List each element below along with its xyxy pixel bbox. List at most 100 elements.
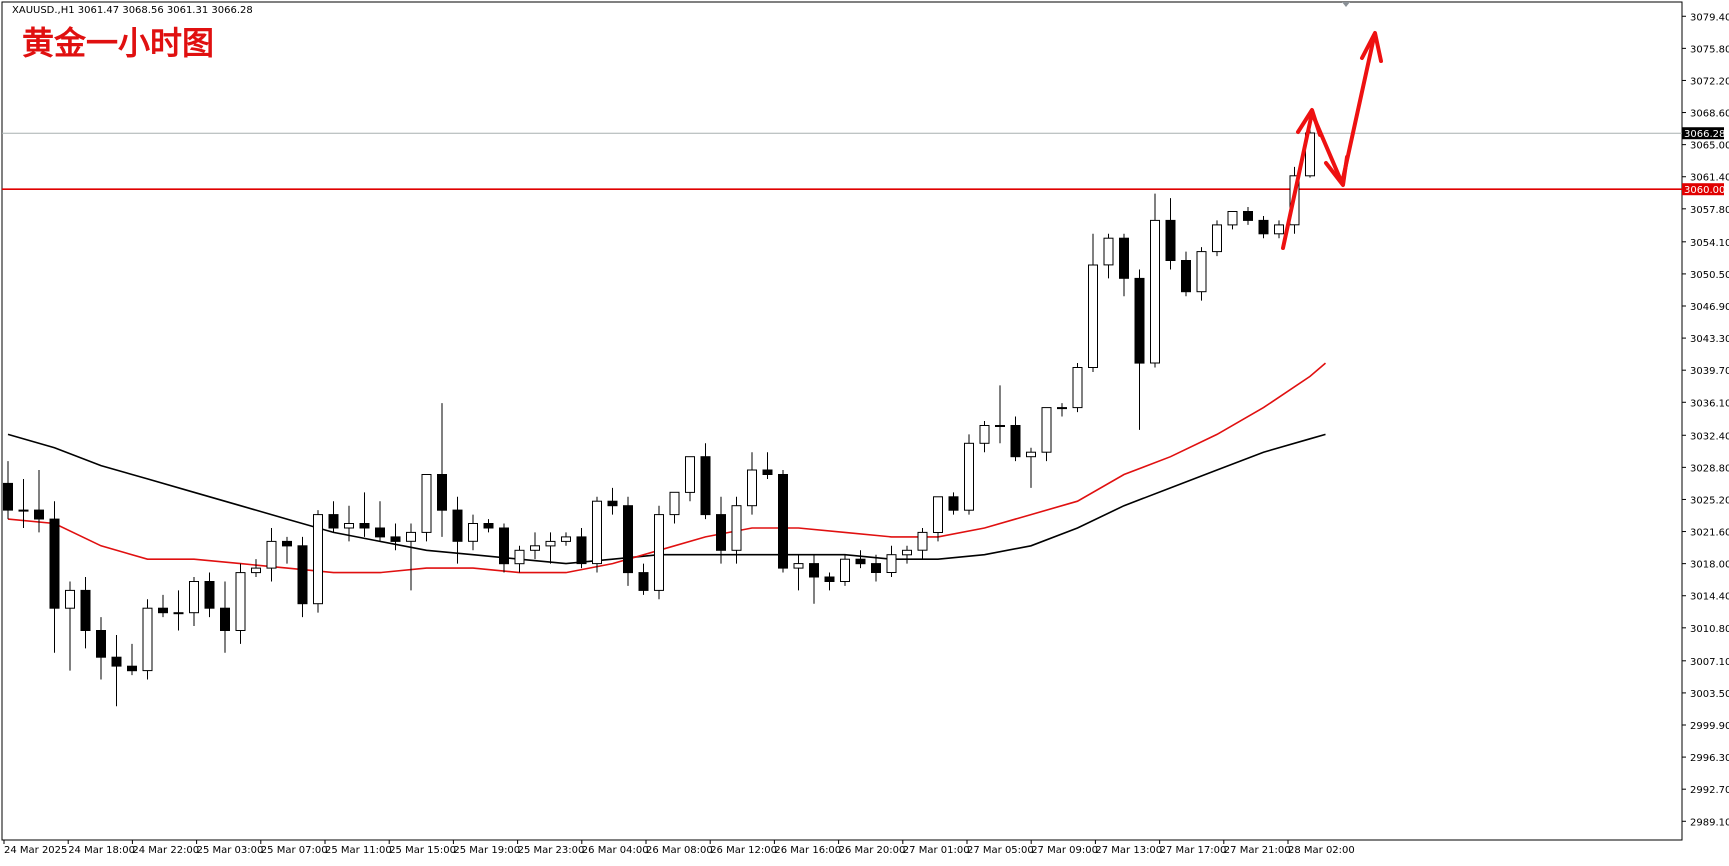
y-tick-label: 3036.10: [1690, 398, 1729, 409]
annotation-arrows: [1281, 31, 1383, 250]
candle-body: [452, 509, 463, 542]
x-tick-label: 27 Mar 21:00: [1224, 845, 1291, 856]
candle-body: [1227, 211, 1238, 226]
candles: [3, 113, 1315, 707]
candle: [96, 617, 106, 680]
candle: [917, 527, 928, 560]
candle-body: [607, 500, 618, 507]
candle-body: [1041, 407, 1052, 453]
candle-body: [220, 607, 230, 632]
candle: [452, 496, 463, 564]
candle-body: [933, 496, 943, 533]
candle: [328, 501, 339, 533]
candle-body: [514, 549, 525, 565]
candle-body: [917, 531, 928, 551]
y-tick-label: 3010.80: [1690, 624, 1729, 635]
svg-text:3066.28: 3066.28: [1684, 129, 1725, 140]
candle-body: [685, 456, 695, 493]
candle-body: [592, 500, 602, 565]
candle-body: [638, 572, 649, 591]
candle-body: [1243, 211, 1253, 221]
candle: [1103, 233, 1114, 279]
candle: [359, 492, 370, 537]
candle: [762, 452, 773, 479]
shift-marker-icon[interactable]: [1342, 2, 1350, 7]
candle: [855, 550, 866, 569]
candle-body: [18, 509, 29, 512]
candle-body: [995, 425, 1005, 427]
candle-body: [313, 514, 323, 605]
candle-body: [886, 554, 897, 574]
y-tick-label: 3014.40: [1690, 592, 1729, 603]
candle: [297, 536, 308, 618]
candle-body: [964, 442, 974, 511]
y-tick-label: 3007.10: [1690, 657, 1729, 668]
y-tick-label: 3072.20: [1690, 76, 1729, 87]
y-tick-label: 3028.80: [1690, 463, 1729, 474]
candle-body: [1305, 132, 1315, 177]
candle: [948, 492, 959, 515]
candle: [995, 385, 1005, 444]
candle-body: [173, 612, 184, 615]
price-axis[interactable]: 3079.40 3075.80 3072.20 3068.60 3065.00 3061.…: [1682, 12, 1729, 828]
candle-body: [468, 523, 478, 542]
candle: [1212, 220, 1222, 257]
y-tick-label: 2989.10: [1690, 817, 1729, 828]
x-tick-label: 27 Mar 17:00: [1160, 845, 1227, 856]
x-tick-label: 26 Mar 08:00: [646, 845, 713, 856]
plot-border: [1, 1, 1683, 841]
y-tick-label: 3039.70: [1690, 366, 1729, 377]
candle: [793, 554, 804, 591]
candle: [1165, 198, 1176, 270]
candle: [34, 470, 44, 533]
candle: [530, 532, 540, 560]
candle: [933, 496, 943, 542]
candle: [1227, 211, 1238, 230]
candle: [173, 590, 184, 631]
candle-body: [979, 425, 990, 444]
candle: [654, 505, 664, 600]
candle-body: [840, 558, 850, 583]
candle: [468, 514, 478, 551]
y-tick-label: 3065.00: [1690, 141, 1729, 152]
candle: [390, 523, 401, 551]
candle: [49, 501, 60, 653]
candle-body: [1165, 219, 1176, 261]
candle-body: [406, 531, 416, 542]
x-tick-label: 27 Mar 05:00: [967, 845, 1034, 856]
candle: [375, 501, 385, 542]
candle-body: [1150, 219, 1160, 364]
x-tick-label: 25 Mar 11:00: [325, 845, 392, 856]
y-tick-label: 3061.40: [1690, 173, 1729, 184]
x-tick-label: 24 Mar 2025: [4, 845, 67, 856]
candle-body: [716, 514, 726, 551]
x-tick-label: 24 Mar 18:00: [68, 845, 135, 856]
candle-body: [49, 518, 60, 609]
candle: [731, 496, 742, 564]
candle: [871, 554, 881, 582]
candle-body: [1010, 425, 1021, 458]
candle-body: [65, 589, 75, 609]
candle: [778, 470, 788, 573]
x-tick-label: 26 Mar 16:00: [774, 845, 841, 856]
candle-body: [390, 536, 401, 542]
y-tick-label: 3057.80: [1690, 205, 1729, 216]
candle: [669, 491, 680, 524]
candle-body: [1196, 251, 1207, 293]
x-tick-label: 25 Mar 19:00: [453, 845, 520, 856]
candle-body: [1057, 407, 1067, 410]
candle-body: [1274, 224, 1284, 235]
candle: [1274, 220, 1284, 239]
candle: [282, 536, 292, 564]
candle-body: [809, 563, 819, 578]
candle: [266, 527, 277, 582]
candle-body: [747, 469, 757, 507]
candle: [204, 572, 215, 618]
y-tick-label: 3032.40: [1690, 431, 1729, 442]
y-tick-label: 2992.70: [1690, 785, 1729, 796]
candle-body: [251, 567, 261, 574]
candle: [313, 510, 323, 613]
